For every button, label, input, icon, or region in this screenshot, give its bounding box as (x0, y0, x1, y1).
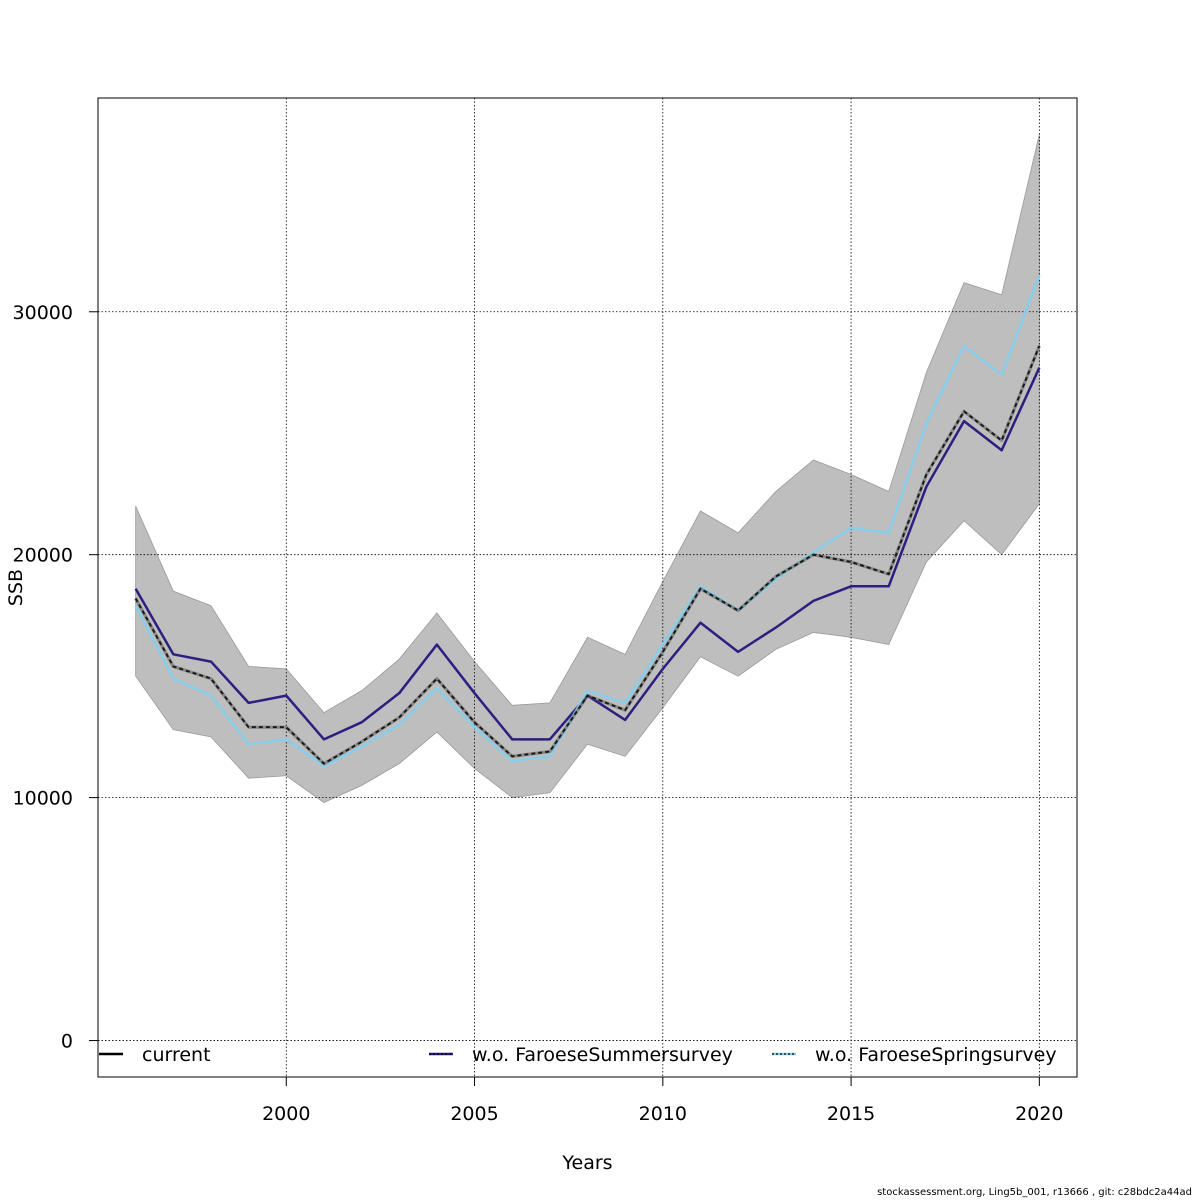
legend-label-1: w.o. FaroeseSummersurvey (472, 1044, 733, 1066)
y-axis-title: SSB (5, 569, 27, 606)
y-tick-label-10000: 10000 (13, 788, 73, 810)
axis-layer: 2000 2005 2010 2015 2020 0 10000 20000 30000 (13, 302, 1064, 1125)
confidence-band (135, 134, 1040, 803)
confidence-band-layer (135, 134, 1040, 803)
plot-frame (97, 97, 1078, 1078)
x-tick-label-2000: 2000 (262, 1103, 310, 1125)
legend-label-2: w.o. FaroeseSpringsurvey (815, 1044, 1057, 1066)
y-tick-label-20000: 20000 (13, 545, 73, 567)
x-tick-label-2010: 2010 (639, 1103, 687, 1125)
x-tick-label-2015: 2015 (827, 1103, 875, 1125)
grid-layer (98, 98, 1077, 1077)
series-line-2 (134, 345, 1041, 765)
legend: current w.o. FaroeseSummersurvey w.o. Faro… (99, 1044, 1057, 1066)
x-tick-label-2020: 2020 (1015, 1103, 1063, 1125)
x-axis-title: Years (561, 1152, 612, 1174)
footer-credit: stockassessment.org, Ling5b_001, r13666 … (877, 1187, 1192, 1198)
series-layer (134, 274, 1041, 768)
x-tick-label-2005: 2005 (450, 1103, 498, 1125)
legend-label-0: current (142, 1044, 211, 1066)
series-line-1 (134, 274, 1041, 768)
y-tick-label-0: 0 (61, 1031, 73, 1053)
y-tick-label-30000: 30000 (13, 302, 73, 324)
